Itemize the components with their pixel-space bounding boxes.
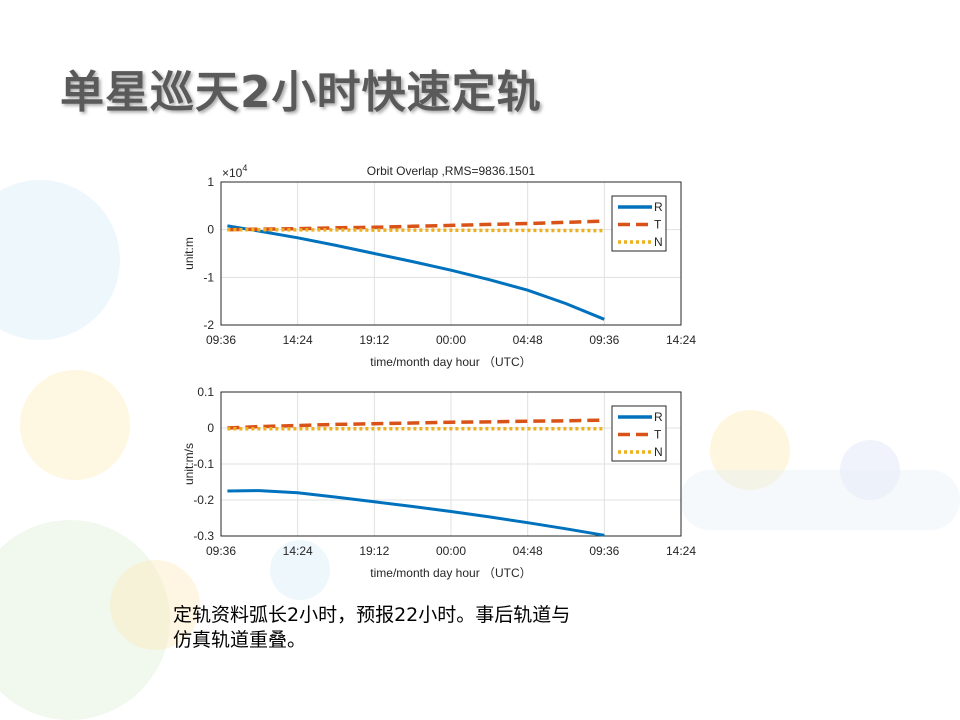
series-line-N [227,227,605,233]
axes-box [220,391,682,537]
legend-label: R [654,410,663,424]
x-tick-label: 19:12 [359,333,389,347]
x-tick-label: 14:24 [283,333,313,347]
slide-caption: 定轨资料弧长2小时，预报22小时。事后轨道与 仿真轨道重叠。 [173,603,693,653]
series-line-R [227,489,605,537]
x-axis-label: time/month day hour （UTC） [370,355,531,369]
x-tick-label: 04:48 [513,544,543,558]
y-tick-label: 0 [207,223,214,237]
y-exponent-power: 4 [242,163,247,173]
x-tick-label: 09:36 [589,333,619,347]
chart-1: 09:36 14:24 19:12 00:00 04:48 09:36 14:24 1 0 -1 -… [182,163,696,369]
y-tick-label: 0.1 [197,385,214,399]
x-tick-label: 19:12 [359,544,389,558]
y-tick-label: 0 [207,421,214,435]
slide-title: 单星巡天2小时快速定轨 [60,67,542,118]
caption-line-2: 仿真轨道重叠。 [173,629,307,651]
x-tick-label: 09:36 [206,333,236,347]
x-tick-label: 14:24 [283,544,313,558]
x-tick-label: 04:48 [513,333,543,347]
series-line-R [227,224,605,321]
y-tick-label: -0.2 [193,493,214,507]
x-tick-label: 14:24 [666,333,696,347]
chart-2: 09:36 14:24 19:12 00:00 04:48 09:36 14:24 0.1 0 -… [182,385,696,580]
y-tick-label: -0.1 [193,457,214,471]
x-tick-label: 00:00 [436,544,466,558]
y-tick-label: -0.3 [193,529,214,543]
x-tick-label: 14:24 [666,544,696,558]
axes-box [220,181,682,326]
series-line-T [227,418,605,430]
series-line-T [227,219,605,232]
y-tick-label: 1 [207,175,214,189]
caption-line-1: 定轨资料弧长2小时，预报22小时。事后轨道与 [173,604,571,626]
legend-label: R [654,200,663,214]
legend-label: T [654,428,662,442]
y-exponent-label: ×104 [222,163,247,180]
y-tick-label: -2 [203,318,214,332]
x-tick-label: 00:00 [436,333,466,347]
legend-label: N [654,235,663,249]
x-tick-label: 09:36 [206,544,236,558]
y-tick-label: -1 [203,270,214,284]
legend-label: T [654,218,662,232]
x-axis-label: time/month day hour （UTC） [370,566,531,580]
x-tick-label: 09:36 [589,544,619,558]
legend-label: N [654,445,663,459]
chart-title: Orbit Overlap ,RMS=9836.1501 [367,164,536,178]
y-axis-label: unit:m/s [182,443,196,485]
y-axis-label: unit:m [182,237,196,270]
